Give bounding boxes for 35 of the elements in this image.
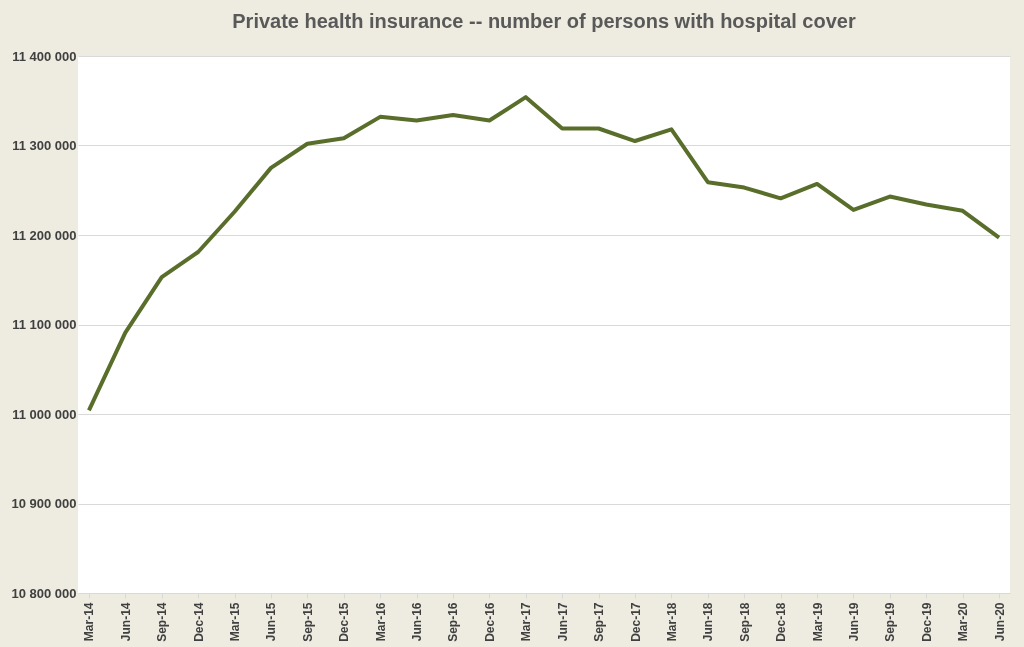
x-tick-label: Sep-15 (300, 602, 315, 642)
x-tick-label: Dec-16 (482, 602, 497, 642)
x-tick-label: Mar-17 (519, 602, 534, 642)
y-tick-label: 11 400 000 (12, 48, 77, 64)
y-tick-label: 11 200 000 (12, 227, 77, 243)
y-tick-label: 11 300 000 (12, 138, 77, 153)
x-tick-label: Dec-14 (191, 602, 206, 642)
x-tick-label: Mar-18 (664, 602, 679, 642)
chart-title: Private health insurance -- number of persons with hospital cover (232, 10, 856, 32)
x-tick-label: Sep-16 (446, 602, 461, 642)
x-tick-label: Jun-14 (118, 602, 133, 642)
x-tick-label: Jun-15 (264, 602, 279, 642)
x-tick-label: Mar-19 (810, 602, 825, 642)
y-tick-label: 10 900 000 (11, 496, 77, 511)
x-tick-label: Sep-19 (883, 602, 898, 642)
line-series (86, 95, 1002, 413)
y-tick-label: 11 100 000 (12, 317, 77, 332)
y-tick-label: 10 800 000 (11, 585, 77, 601)
x-tick-label: Mar-16 (373, 602, 388, 642)
x-tick-label: Jun-20 (992, 602, 1007, 642)
x-tick-label: Mar-15 (228, 602, 243, 642)
x-tick-label: Dec-19 (919, 602, 934, 642)
x-tick-label: Sep-18 (737, 602, 752, 642)
x-tick-label: Jun-19 (846, 602, 861, 642)
x-tick-label: Sep-14 (155, 602, 170, 642)
x-tick-label: Jun-17 (555, 602, 570, 642)
x-tick-label: Dec-17 (628, 602, 643, 642)
y-tick-label: 11 000 000 (12, 406, 77, 422)
x-tick-label: Mar-14 (82, 602, 97, 642)
x-tick-label: Dec-18 (774, 602, 789, 642)
x-tick-label: Mar-20 (956, 602, 971, 642)
x-tick-label: Jun-16 (410, 602, 425, 642)
x-tick-label: Dec-15 (337, 602, 352, 642)
x-tick-label: Jun-18 (701, 602, 716, 642)
x-tick-label: Sep-17 (592, 602, 607, 642)
